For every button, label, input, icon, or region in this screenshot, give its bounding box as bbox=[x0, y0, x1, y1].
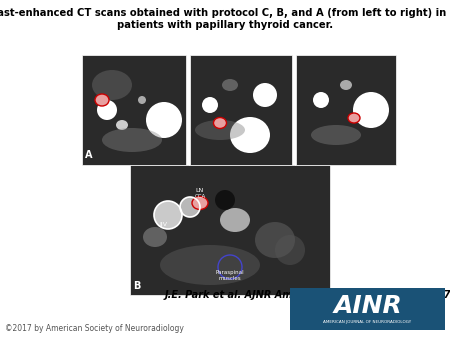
Text: CCA: CCA bbox=[195, 194, 206, 199]
Ellipse shape bbox=[192, 196, 208, 210]
Ellipse shape bbox=[92, 70, 132, 100]
Text: ©2017 by American Society of Neuroradiology: ©2017 by American Society of Neuroradiol… bbox=[5, 324, 184, 333]
Ellipse shape bbox=[202, 97, 218, 113]
Ellipse shape bbox=[348, 113, 360, 123]
Ellipse shape bbox=[160, 245, 260, 285]
Ellipse shape bbox=[275, 235, 305, 265]
Text: LN: LN bbox=[196, 188, 204, 193]
Ellipse shape bbox=[138, 96, 146, 104]
Ellipse shape bbox=[253, 83, 277, 107]
FancyBboxPatch shape bbox=[130, 165, 330, 295]
FancyBboxPatch shape bbox=[290, 288, 445, 330]
Text: Paraspinal
muscles: Paraspinal muscles bbox=[216, 270, 244, 281]
FancyBboxPatch shape bbox=[190, 55, 292, 165]
FancyBboxPatch shape bbox=[82, 55, 186, 165]
Text: A, Contrast-enhanced CT scans obtained with protocol C, B, and A (from left to r: A, Contrast-enhanced CT scans obtained w… bbox=[0, 8, 450, 18]
Text: AMERICAN JOURNAL OF NEURORADIOLOGY: AMERICAN JOURNAL OF NEURORADIOLOGY bbox=[324, 320, 412, 324]
Ellipse shape bbox=[353, 92, 389, 128]
Text: patients with papillary thyroid cancer.: patients with papillary thyroid cancer. bbox=[117, 20, 333, 30]
Text: J.E. Park et al. AJNR Am J Neuroradiol 2017;38:782-788: J.E. Park et al. AJNR Am J Neuroradiol 2… bbox=[165, 290, 450, 300]
Ellipse shape bbox=[313, 92, 329, 108]
Ellipse shape bbox=[97, 100, 117, 120]
Ellipse shape bbox=[146, 102, 182, 138]
Text: A: A bbox=[85, 150, 93, 160]
Ellipse shape bbox=[220, 208, 250, 232]
Ellipse shape bbox=[311, 125, 361, 145]
Ellipse shape bbox=[95, 94, 109, 106]
Ellipse shape bbox=[143, 227, 167, 247]
Ellipse shape bbox=[154, 201, 182, 229]
Ellipse shape bbox=[116, 120, 128, 130]
Ellipse shape bbox=[222, 79, 238, 91]
Ellipse shape bbox=[215, 190, 235, 210]
Ellipse shape bbox=[230, 117, 270, 153]
Ellipse shape bbox=[102, 128, 162, 152]
Ellipse shape bbox=[213, 118, 226, 128]
Text: IJV: IJV bbox=[159, 222, 167, 227]
Ellipse shape bbox=[195, 120, 245, 140]
Text: AINR: AINR bbox=[333, 294, 402, 318]
Text: B: B bbox=[133, 281, 140, 291]
Ellipse shape bbox=[340, 80, 352, 90]
FancyBboxPatch shape bbox=[296, 55, 396, 165]
Ellipse shape bbox=[255, 222, 295, 258]
Ellipse shape bbox=[180, 197, 200, 217]
